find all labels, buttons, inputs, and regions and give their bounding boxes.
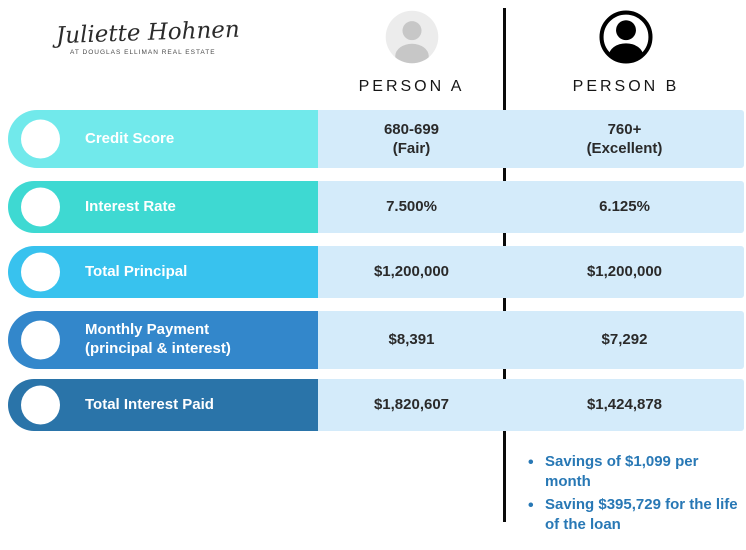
savings-notes: Savings of $1,099 per month Saving $395,… xyxy=(528,452,744,537)
row-credit-score-label: Credit Score xyxy=(85,129,175,147)
row-interest-rate: 7.500% 6.125% Interest Rate xyxy=(8,181,744,233)
person-a-avatar-icon xyxy=(385,10,438,64)
person-b-total-interest: $1,424,878 xyxy=(586,396,663,414)
brand-logo: Juliette Hohnen AT DOUGLAS ELLIMAN REAL … xyxy=(55,16,241,56)
savings-note-lifetime: Saving $395,729 for the life of the loan xyxy=(528,495,744,536)
row-interest-rate-values: 7.500% 6.125% xyxy=(318,181,744,233)
person-a-monthly-payment: $8,391 xyxy=(388,331,435,349)
row-bullet-circle xyxy=(21,385,60,425)
person-a-label: PERSON A xyxy=(358,78,465,95)
person-a-total-principal: $1,200,000 xyxy=(373,263,450,281)
row-total-interest-paid-values: $1,820,607 $1,424,878 xyxy=(318,379,744,431)
row-bullet-circle xyxy=(21,187,60,227)
row-total-principal-pill: Total Principal xyxy=(8,246,318,298)
row-interest-rate-label: Interest Rate xyxy=(85,197,176,215)
row-credit-score-pill: Credit Score xyxy=(8,110,318,168)
row-bullet-circle xyxy=(21,320,60,360)
person-b-credit-score: 760+ (Excellent) xyxy=(586,120,663,158)
row-total-principal: $1,200,000 $1,200,000 Total Principal xyxy=(8,246,744,298)
person-a-credit-score: 680-699 (Fair) xyxy=(383,120,440,158)
row-interest-rate-pill: Interest Rate xyxy=(8,181,318,233)
row-bullet-circle xyxy=(21,252,60,292)
person-b-label: PERSON B xyxy=(572,78,680,95)
person-b-interest-rate: 6.125% xyxy=(599,198,650,216)
row-monthly-payment-values: $8,391 $7,292 xyxy=(318,311,744,369)
person-a-total-interest: $1,820,607 xyxy=(373,396,450,414)
savings-note-monthly: Savings of $1,099 per month xyxy=(528,452,744,493)
row-monthly-payment-label: Monthly Payment (principal & interest) xyxy=(85,321,231,357)
row-bullet-circle xyxy=(21,119,60,159)
person-b-monthly-payment: $7,292 xyxy=(601,331,648,349)
person-a-header: PERSON A xyxy=(318,8,505,96)
row-credit-score: 680-699 (Fair) 760+ (Excellent) Credit S… xyxy=(8,110,744,168)
row-monthly-payment: $8,391 $7,292 Monthly Payment (principal… xyxy=(8,311,744,369)
row-total-interest-paid-pill: Total Interest Paid xyxy=(8,379,318,431)
row-total-principal-label: Total Principal xyxy=(85,262,188,280)
row-total-interest-paid-label: Total Interest Paid xyxy=(85,395,214,413)
person-a-interest-rate: 7.500% xyxy=(386,198,437,216)
person-b-header: PERSON B xyxy=(508,8,744,96)
row-total-principal-values: $1,200,000 $1,200,000 xyxy=(318,246,744,298)
brand-tagline: AT DOUGLAS ELLIMAN REAL ESTATE xyxy=(70,49,216,56)
row-total-interest-paid: $1,820,607 $1,424,878 Total Interest Pai… xyxy=(8,379,744,431)
row-credit-score-values: 680-699 (Fair) 760+ (Excellent) xyxy=(318,110,744,168)
brand-signature: Juliette Hohnen xyxy=(55,16,241,50)
row-monthly-payment-pill: Monthly Payment (principal & interest) xyxy=(8,311,318,369)
person-b-total-principal: $1,200,000 xyxy=(586,263,663,281)
person-b-avatar-icon xyxy=(599,10,653,64)
